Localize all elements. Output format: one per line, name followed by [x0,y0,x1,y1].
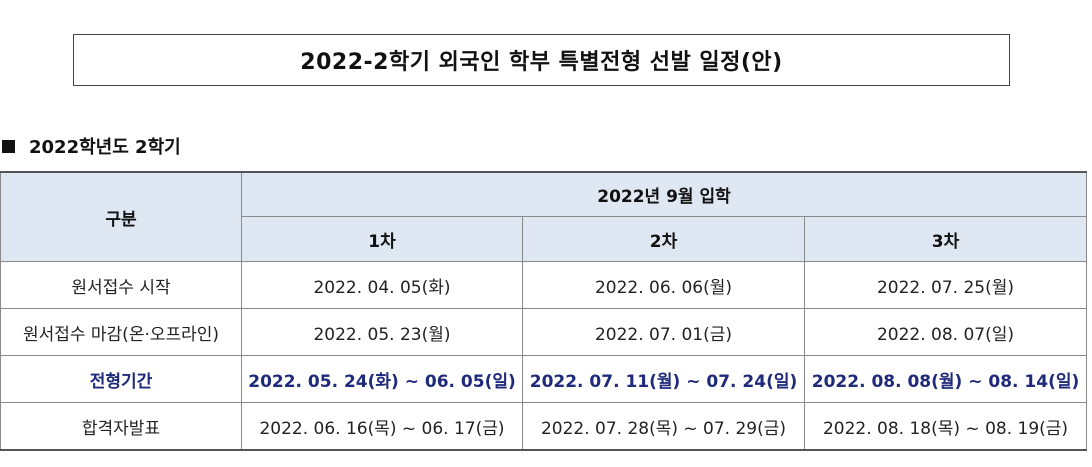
row-label: 합격자발표 [0,402,242,451]
table-cell: 2022. 07. 25(월) [803,261,1088,309]
section-heading-text: 2022학년도 2학기 [29,137,181,158]
table-cell: 2022. 04. 05(화) [241,261,523,309]
round-header-3: 3차 [803,216,1088,262]
section-heading: 2022학년도 2학기 [2,133,181,159]
corner-header: 구분 [0,171,242,262]
table-cell: 2022. 05. 23(월) [241,308,523,356]
table-cell: 2022. 07. 11(월) ~ 07. 24(일) [522,355,805,403]
row-label: 원서접수 마감(온·오프라인) [0,308,242,356]
row-label: 전형기간 [0,355,242,403]
table-header-row: 구분 2022년 9월 입학 [0,171,1088,262]
table-cell: 2022. 08. 08(월) ~ 08. 14(일) [803,355,1088,403]
square-bullet-icon [2,139,15,153]
table-cell: 2022. 05. 24(화) ~ 06. 05(일) [241,355,523,403]
group-header: 2022년 9월 입학 [240,171,1088,217]
table-row: 원서접수 시작 2022. 04. 05(화) 2022. 06. 06(월) … [0,261,1088,309]
table-row: 원서접수 마감(온·오프라인) 2022. 05. 23(월) 2022. 07… [0,308,1088,356]
table-cell: 2022. 07. 01(금) [522,308,805,356]
round-header-1: 1차 [241,216,523,262]
row-label: 원서접수 시작 [0,261,242,309]
round-header-2: 2차 [522,216,805,262]
table-cell: 2022. 08. 07(일) [803,308,1088,356]
document-title: 2022-2학기 외국인 학부 특별전형 선발 일정(안) [73,34,1010,86]
table-cell: 2022. 08. 18(목) ~ 08. 19(금) [803,402,1088,451]
table-cell: 2022. 06. 16(목) ~ 06. 17(금) [241,402,523,451]
table-row: 합격자발표 2022. 06. 16(목) ~ 06. 17(금) 2022. … [0,402,1088,451]
table-cell: 2022. 06. 06(월) [522,261,805,309]
schedule-table: 구분 2022년 9월 입학 1차 2차 3차 원서접수 시작 2022. 04… [0,171,1088,451]
table-cell: 2022. 07. 28(목) ~ 07. 29(금) [522,402,805,451]
table-row-highlighted: 전형기간 2022. 05. 24(화) ~ 06. 05(일) 2022. 0… [0,355,1088,403]
table-subheader-row: 1차 2차 3차 [1,216,1088,262]
